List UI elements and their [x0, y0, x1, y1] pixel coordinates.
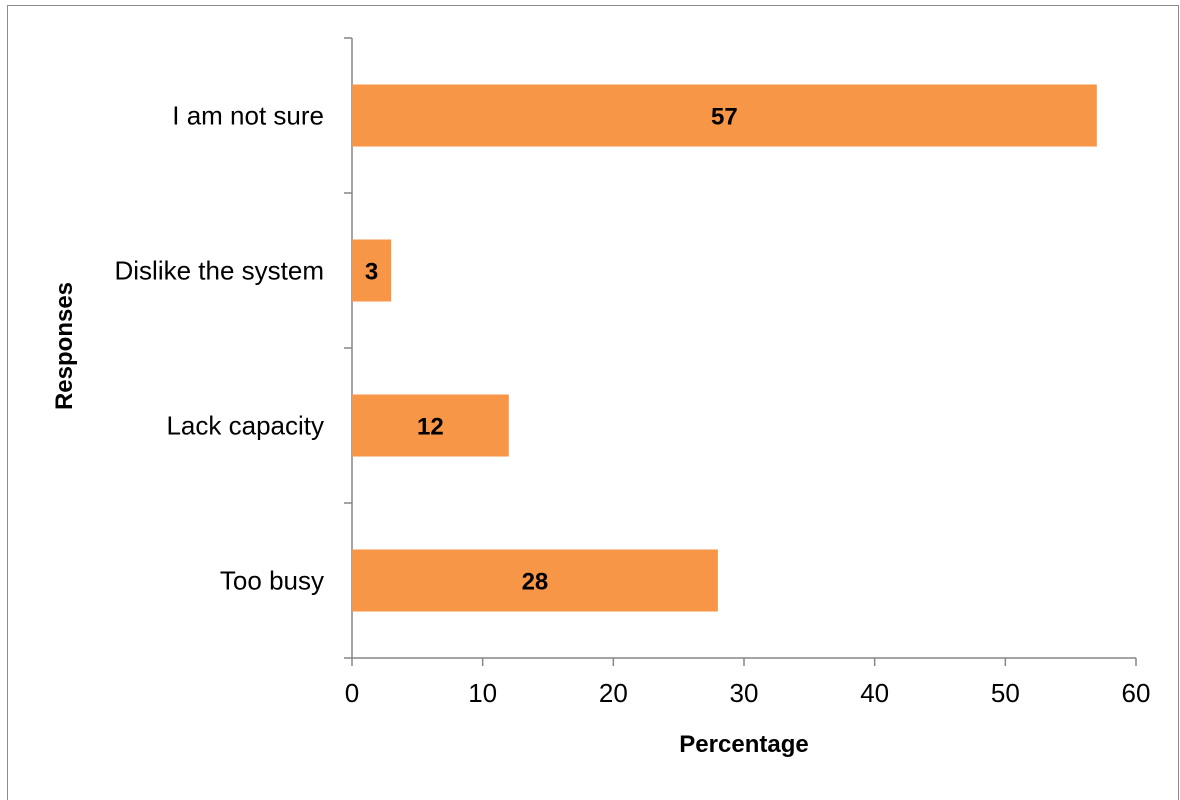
x-tick-label: 50 — [991, 678, 1020, 708]
chart-frame — [7, 5, 1179, 800]
data-label: 3 — [365, 259, 378, 286]
bar — [352, 549, 718, 612]
data-label: 12 — [417, 414, 444, 441]
labels: 0 10 20 30 40 50 60 Too busy 28 Lack capacity 12 Di… — [115, 101, 1151, 709]
bar — [352, 84, 1097, 147]
data-label: 28 — [522, 569, 549, 596]
category-label: Lack capacity — [166, 411, 324, 441]
x-axis-title: Percentage — [679, 731, 808, 758]
bar — [352, 394, 509, 457]
x-tick-label: 40 — [860, 678, 889, 708]
x-tick-label: 20 — [599, 678, 628, 708]
y-axis-title: Responses — [51, 282, 78, 410]
bar — [352, 239, 392, 302]
bars — [352, 84, 1097, 612]
x-tick-label: 10 — [468, 678, 497, 708]
category-label: Dislike the system — [115, 256, 325, 286]
x-tick-label: 0 — [345, 678, 359, 708]
x-tick-label: 60 — [1122, 678, 1151, 708]
category-label: Too busy — [220, 566, 324, 596]
category-label: I am not sure — [172, 101, 324, 131]
x-tick-label: 30 — [730, 678, 759, 708]
data-label: 57 — [711, 104, 738, 131]
